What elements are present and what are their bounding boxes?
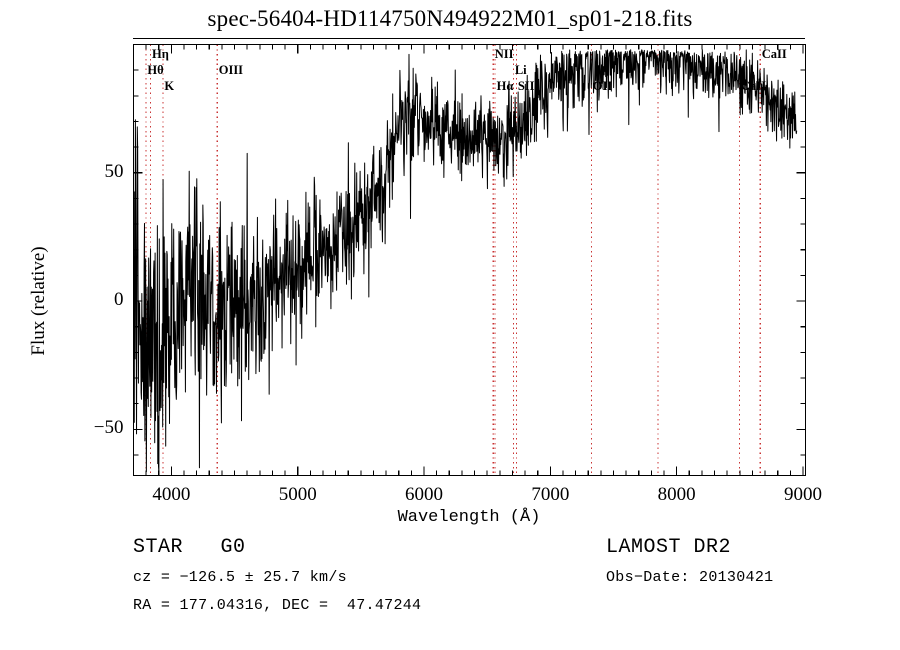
title-underline bbox=[133, 38, 805, 39]
spectral-line-label: Hα bbox=[496, 79, 514, 93]
x-tick-label: 4000 bbox=[152, 483, 191, 505]
x-tick-label: 8000 bbox=[657, 483, 696, 505]
obs-date: Obs−Date: 20130421 bbox=[606, 569, 774, 586]
spectral-line-label: NII bbox=[494, 47, 514, 61]
spectral-line-label: CaII bbox=[741, 79, 767, 93]
cz-value: cz = −126.5 ± 25.7 km/s bbox=[133, 569, 347, 586]
y-tick-label: 50 bbox=[104, 160, 124, 182]
spectral-line-label: SII bbox=[517, 79, 535, 93]
x-tick-label: 5000 bbox=[278, 483, 317, 505]
spectrum-plot bbox=[132, 43, 807, 477]
spectral-line-label: K bbox=[164, 79, 175, 93]
coordinates-value: RA = 177.04316, DEC = 47.47244 bbox=[133, 597, 422, 614]
figure-title: spec-56404-HD114750N494922M01_sp01-218.f… bbox=[207, 6, 693, 31]
spectral-line-label: OIII bbox=[218, 63, 244, 77]
x-tick-label: 9000 bbox=[783, 483, 822, 505]
object-summary: STAR G0 bbox=[133, 536, 603, 559]
spectral-class: G0 bbox=[220, 536, 246, 559]
x-axis-label: Wavelength (Å) bbox=[397, 508, 541, 527]
y-tick-label: 0 bbox=[114, 289, 124, 311]
spectral-line-label: Li bbox=[514, 63, 527, 77]
x-tick-label: 7000 bbox=[531, 483, 570, 505]
y-tick-label: −50 bbox=[93, 417, 124, 439]
survey-name: LAMOST DR2 bbox=[606, 536, 732, 559]
spectral-line-label: Hη bbox=[152, 47, 169, 61]
footer-left: STAR G0 cz = −126.5 ± 25.7 km/s RA = 177… bbox=[133, 536, 603, 625]
spectral-line-label: OII bbox=[592, 79, 613, 93]
footer-right: LAMOST DR2 Obs−Date: 20130421 bbox=[606, 536, 896, 597]
object-type: STAR bbox=[133, 536, 184, 559]
spectral-line-label: Hθ bbox=[147, 63, 164, 77]
x-tick-label: 6000 bbox=[405, 483, 444, 505]
spectral-line-label: CaII bbox=[761, 47, 787, 61]
